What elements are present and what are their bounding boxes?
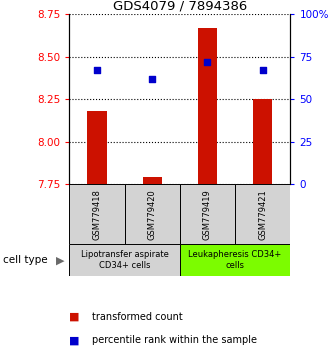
Text: percentile rank within the sample: percentile rank within the sample — [92, 335, 257, 345]
Text: GSM779421: GSM779421 — [258, 189, 267, 240]
Bar — [69, 244, 180, 276]
Text: transformed count: transformed count — [92, 312, 183, 322]
Text: cell type: cell type — [3, 255, 48, 265]
Bar — [69, 184, 125, 244]
Point — [94, 67, 100, 73]
Bar — [198, 28, 217, 184]
Bar — [180, 244, 290, 276]
Bar — [143, 177, 162, 184]
Bar — [253, 99, 273, 184]
Text: GSM779418: GSM779418 — [92, 189, 101, 240]
Text: Leukapheresis CD34+
cells: Leukapheresis CD34+ cells — [188, 251, 282, 270]
Text: GSM779419: GSM779419 — [203, 189, 212, 240]
Text: Lipotransfer aspirate
CD34+ cells: Lipotransfer aspirate CD34+ cells — [81, 251, 169, 270]
Text: ■: ■ — [69, 335, 80, 345]
Text: ■: ■ — [69, 312, 80, 322]
Text: ▶: ▶ — [56, 255, 65, 265]
Bar — [180, 184, 235, 244]
Bar — [235, 184, 290, 244]
Text: GSM779420: GSM779420 — [148, 189, 157, 240]
Point — [205, 59, 210, 64]
Point — [149, 76, 155, 81]
Point — [260, 67, 265, 73]
Title: GDS4079 / 7894386: GDS4079 / 7894386 — [113, 0, 247, 13]
Bar — [124, 184, 180, 244]
Bar — [87, 111, 107, 184]
